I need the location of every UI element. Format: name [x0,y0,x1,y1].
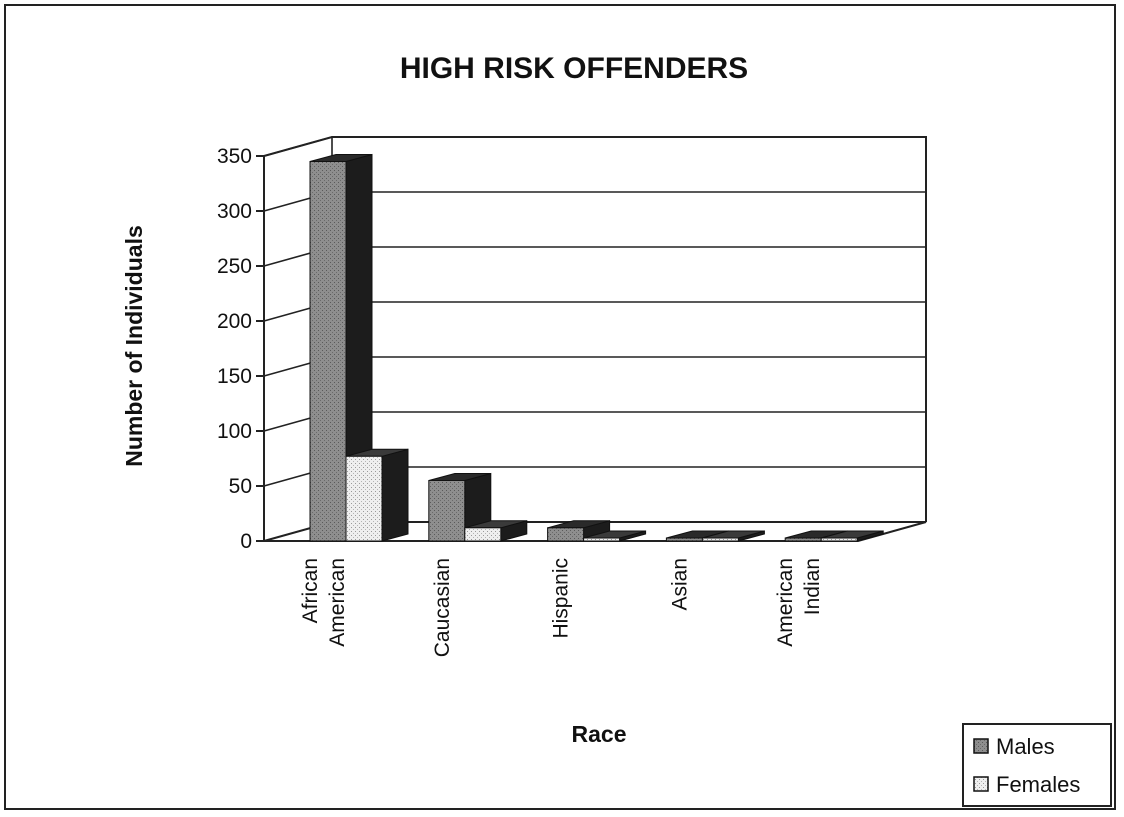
bar-front [547,527,585,542]
gridline-side [263,136,333,157]
bar-front [309,161,347,542]
bar-front [701,537,739,542]
x-axis-categories: African American Caucasian Hispanic Asian Ame… [299,558,824,657]
bar-front [345,455,383,542]
bar-side [381,448,409,542]
legend: Males Females [962,723,1112,807]
bar-front [428,480,466,542]
bar-front [464,527,502,542]
x-category-label-3: Asian [668,558,691,611]
legend-label-females: Females [996,772,1080,797]
legend-box [962,723,1112,807]
bar-front [820,537,858,542]
bar-female-0 [345,448,409,542]
x-category-label-2: Hispanic [550,558,573,639]
y-tick-label: 0 [240,530,252,553]
x-category-line: Caucasian [431,558,454,657]
x-category-line: Hispanic [550,558,573,639]
x-category-label-0: African American [299,558,349,647]
bar-female-2 [583,530,647,542]
x-category-label-1: Caucasian [431,558,454,657]
x-category-line: Asian [668,558,691,611]
x-category-label-4: American Indian [774,558,824,647]
bar-female-1 [464,520,528,542]
legend-swatch-males [973,738,989,754]
y-axis-title: Number of Individuals [121,225,147,467]
bar-female-3 [701,530,765,542]
chart-title: HIGH RISK OFFENDERS [400,52,748,85]
chart-frame: HIGH RISK OFFENDERS 0 50 100 150 200 250 300 35… [4,4,1116,810]
y-tick-label: 300 [217,200,252,223]
y-tick-label: 100 [217,420,252,443]
y-tick-label: 350 [217,145,252,168]
x-category-line: American [326,558,349,647]
legend-swatch-females [973,776,989,792]
x-axis-title: Race [572,721,627,747]
x-category-line: American [774,558,797,647]
bar-male-0 [309,153,373,542]
x-category-line: African [299,558,322,623]
bar-front [583,537,621,542]
y-tick-label: 250 [217,255,252,278]
y-tick-label: 200 [217,310,252,333]
legend-label-males: Males [996,734,1055,759]
bar-front [665,537,703,542]
x-category-line: Indian [801,558,824,615]
y-axis-ticks: 0 50 100 150 200 250 300 350 [217,145,264,553]
bar-female-4 [820,530,884,542]
y-tick-label: 150 [217,365,252,388]
bar-front [784,537,822,542]
bar-chart: HIGH RISK OFFENDERS 0 50 100 150 200 250 300 35… [121,52,1112,807]
bars [309,153,884,542]
y-tick-label: 50 [229,475,252,498]
plot-floor [263,521,927,542]
